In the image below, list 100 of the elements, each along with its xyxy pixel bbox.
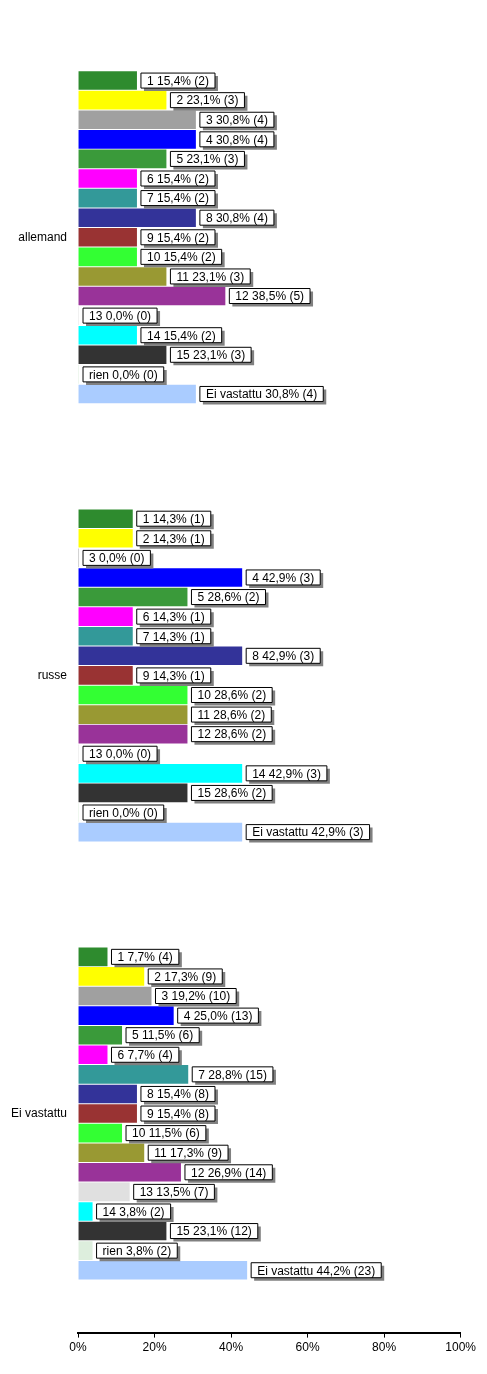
data-label: 6 14,3% (1) — [142, 609, 205, 624]
bar — [78, 1104, 137, 1123]
bar — [78, 568, 243, 587]
data-label: 14 15,4% (2) — [146, 328, 216, 343]
data-label: 3 19,2% (10) — [161, 989, 231, 1004]
bar — [78, 1260, 248, 1280]
data-label: 2 14,3% (1) — [142, 531, 205, 546]
x-tick-label: 60% — [295, 1340, 320, 1355]
bar — [78, 607, 133, 626]
data-label: 14 3,8% (2) — [102, 1204, 165, 1219]
bar — [78, 528, 133, 548]
data-label: 6 15,4% (2) — [146, 171, 209, 186]
data-label: rien 0,0% (0) — [89, 805, 158, 820]
bar — [78, 227, 137, 247]
data-label: 5 11,5% (6) — [132, 1028, 194, 1043]
data-label: 13 0,0% (0) — [89, 747, 152, 762]
x-tick-label: 40% — [219, 1340, 244, 1355]
x-tick-label: 100% — [445, 1340, 477, 1355]
data-label: 5 23,1% (3) — [176, 152, 239, 167]
data-label: 15 23,1% (12) — [176, 1224, 252, 1239]
bar — [78, 509, 133, 529]
bar — [78, 247, 137, 267]
x-tick-label: 20% — [142, 1340, 167, 1355]
data-label: 12 38,5% (5) — [235, 289, 305, 304]
data-label: 7 14,3% (1) — [142, 629, 205, 644]
data-label: 13 0,0% (0) — [89, 308, 152, 323]
data-label: 11 23,1% (3) — [176, 269, 245, 284]
data-label: 10 11,5% (6) — [132, 1126, 200, 1141]
data-label: 1 14,3% (1) — [142, 512, 205, 527]
data-label: rien 0,0% (0) — [89, 367, 158, 382]
bar — [78, 764, 243, 783]
bar — [78, 1084, 137, 1104]
data-label: 7 28,8% (15) — [198, 1067, 267, 1082]
bar — [78, 1162, 181, 1182]
data-label: 12 28,6% (2) — [197, 727, 267, 742]
bar — [78, 1241, 93, 1260]
data-label: 7 15,4% (2) — [146, 191, 209, 206]
bar — [78, 90, 167, 110]
bar — [78, 1123, 123, 1143]
bar — [78, 1045, 108, 1065]
bar — [78, 208, 196, 227]
bar — [78, 286, 226, 306]
bar — [78, 110, 196, 130]
data-label: 10 15,4% (2) — [146, 250, 216, 265]
data-label: 4 42,9% (3) — [252, 570, 315, 585]
bar — [78, 947, 108, 967]
data-label: 10 28,6% (2) — [197, 688, 267, 703]
data-label: 3 0,0% (0) — [89, 551, 145, 566]
data-label: 15 28,6% (2) — [197, 786, 267, 801]
x-tick-label: 0% — [69, 1340, 88, 1355]
bar — [78, 822, 243, 842]
data-label: 8 30,8% (4) — [205, 210, 268, 225]
bar — [78, 705, 188, 724]
data-label: 9 15,4% (2) — [146, 230, 209, 245]
data-label: 8 15,4% (8) — [146, 1087, 209, 1102]
bar — [78, 1143, 145, 1163]
bar — [78, 587, 188, 607]
y-tick-label: Ei vastattu — [11, 1105, 68, 1120]
data-label: 15 23,1% (3) — [176, 348, 246, 363]
data-label: 1 15,4% (2) — [146, 73, 209, 88]
data-label: 3 30,8% (4) — [205, 113, 268, 128]
bar — [78, 130, 196, 149]
bar — [78, 626, 133, 646]
y-tick-label: russe — [37, 667, 68, 682]
data-label: 5 28,6% (2) — [197, 590, 260, 605]
data-label: 4 25,0% (13) — [183, 1008, 253, 1023]
data-label: 2 17,3% (9) — [154, 969, 217, 984]
bar — [78, 1182, 130, 1202]
bar — [78, 188, 137, 208]
data-label: Ei vastattu 42,9% (3) — [252, 825, 364, 840]
data-label: Ei vastattu 30,8% (4) — [205, 387, 318, 402]
bar — [78, 169, 137, 188]
data-label: 9 15,4% (8) — [146, 1106, 209, 1121]
data-label: rien 3,8% (2) — [102, 1243, 172, 1258]
data-label: 14 42,9% (3) — [252, 766, 321, 781]
data-label: 8 42,9% (3) — [252, 649, 315, 664]
data-label: 11 28,6% (2) — [197, 707, 266, 722]
bar — [78, 685, 188, 705]
data-label: 4 30,8% (4) — [205, 132, 268, 147]
bar — [78, 345, 167, 365]
bar — [78, 783, 188, 803]
bar — [78, 1202, 93, 1221]
bar — [78, 666, 133, 685]
y-tick-label: allemand — [18, 229, 68, 244]
bar — [78, 986, 152, 1006]
data-label: 6 7,7% (4) — [117, 1048, 173, 1063]
x-tick-label: 80% — [372, 1340, 397, 1355]
bar — [78, 71, 137, 90]
data-label: 11 17,3% (9) — [154, 1146, 223, 1161]
data-label: 12 26,9% (14) — [190, 1165, 267, 1180]
bar — [78, 724, 188, 744]
data-label: 2 23,1% (3) — [176, 93, 239, 108]
bar — [78, 1006, 174, 1025]
bar — [78, 1025, 123, 1045]
data-label: 9 14,3% (1) — [142, 668, 205, 683]
bar — [78, 646, 243, 666]
bar — [78, 149, 167, 169]
bar — [78, 967, 145, 986]
data-label: 13 13,5% (7) — [139, 1185, 209, 1200]
bar — [78, 267, 167, 286]
